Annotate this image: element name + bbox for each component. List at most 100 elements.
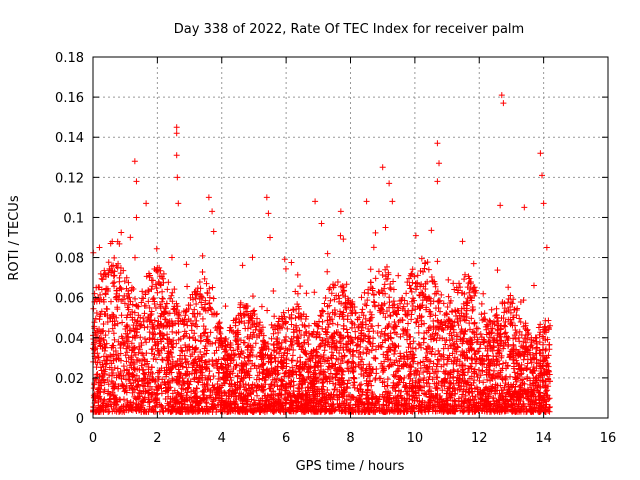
- data-point: [117, 407, 124, 414]
- data-point: [409, 377, 416, 384]
- data-point: [530, 282, 537, 289]
- data-point: [314, 375, 321, 382]
- data-point: [179, 363, 186, 370]
- data-point: [542, 347, 549, 354]
- data-point: [151, 403, 158, 410]
- data-point: [406, 380, 413, 387]
- data-point: [203, 380, 210, 387]
- data-point: [386, 361, 393, 368]
- data-point: [188, 370, 195, 377]
- data-point: [484, 347, 491, 354]
- data-point: [365, 325, 372, 332]
- data-point: [384, 332, 391, 339]
- data-point: [168, 292, 175, 299]
- data-point: [299, 377, 306, 384]
- data-point: [443, 407, 450, 414]
- data-point: [91, 325, 98, 332]
- data-point: [409, 345, 416, 352]
- data-point: [385, 344, 392, 351]
- data-point: [355, 334, 362, 341]
- data-point: [510, 342, 517, 349]
- data-point: [231, 381, 238, 388]
- data-point: [520, 342, 527, 349]
- data-point: [204, 382, 211, 389]
- data-point: [267, 385, 274, 392]
- data-point: [450, 360, 457, 367]
- data-point: [101, 386, 108, 393]
- data-point: [350, 374, 357, 381]
- data-point: [249, 344, 256, 351]
- data-point: [110, 344, 117, 351]
- data-point: [296, 343, 303, 350]
- data-point: [459, 362, 466, 369]
- data-point: [384, 324, 391, 331]
- data-point: [260, 346, 267, 353]
- data-point: [159, 357, 166, 364]
- data-point: [413, 372, 420, 379]
- data-point: [262, 343, 269, 350]
- data-point: [430, 394, 437, 401]
- data-point: [209, 284, 216, 291]
- data-point: [507, 316, 514, 323]
- data-point: [290, 388, 297, 395]
- data-point: [483, 371, 490, 378]
- data-point: [422, 354, 429, 361]
- data-point: [117, 396, 124, 403]
- data-point: [486, 339, 493, 346]
- data-point: [182, 309, 189, 316]
- data-point: [467, 396, 474, 403]
- data-point: [437, 308, 444, 315]
- data-point: [455, 322, 462, 329]
- data-point: [434, 403, 441, 410]
- data-point: [462, 388, 469, 395]
- data-point: [489, 325, 496, 332]
- data-point: [392, 329, 399, 336]
- data-point: [536, 372, 543, 379]
- data-point: [318, 340, 325, 347]
- data-point: [220, 365, 227, 372]
- data-point: [189, 291, 196, 298]
- data-point: [257, 349, 264, 356]
- data-point: [440, 368, 447, 375]
- data-point: [248, 315, 255, 322]
- data-point: [372, 400, 379, 407]
- data-point: [411, 273, 418, 280]
- data-point: [288, 315, 295, 322]
- data-point: [212, 339, 219, 346]
- data-point: [128, 354, 135, 361]
- data-point: [327, 370, 334, 377]
- data-point: [511, 331, 518, 338]
- data-point: [470, 284, 477, 291]
- data-point: [379, 271, 386, 278]
- data-point: [123, 337, 130, 344]
- data-point: [372, 408, 379, 415]
- data-point: [429, 404, 436, 411]
- data-point: [435, 399, 442, 406]
- data-point: [111, 283, 118, 290]
- data-point: [160, 323, 167, 330]
- data-point: [368, 389, 375, 396]
- data-point: [535, 360, 542, 367]
- data-point: [507, 353, 514, 360]
- data-point: [137, 334, 144, 341]
- data-point: [143, 350, 150, 357]
- data-point: [245, 392, 252, 399]
- data-point: [278, 376, 285, 383]
- data-point: [239, 363, 246, 370]
- data-point: [293, 322, 300, 329]
- data-point: [204, 289, 211, 296]
- data-point: [294, 271, 301, 278]
- data-point: [300, 364, 307, 371]
- data-point: [427, 399, 434, 406]
- data-point: [357, 329, 364, 336]
- data-point: [333, 355, 340, 362]
- data-point: [344, 312, 351, 319]
- data-point: [340, 322, 347, 329]
- data-point: [284, 325, 291, 332]
- data-point: [411, 354, 418, 361]
- data-point: [261, 377, 268, 384]
- data-point: [413, 318, 420, 325]
- data-point: [311, 289, 318, 296]
- data-point: [113, 372, 120, 379]
- data-point: [128, 287, 135, 294]
